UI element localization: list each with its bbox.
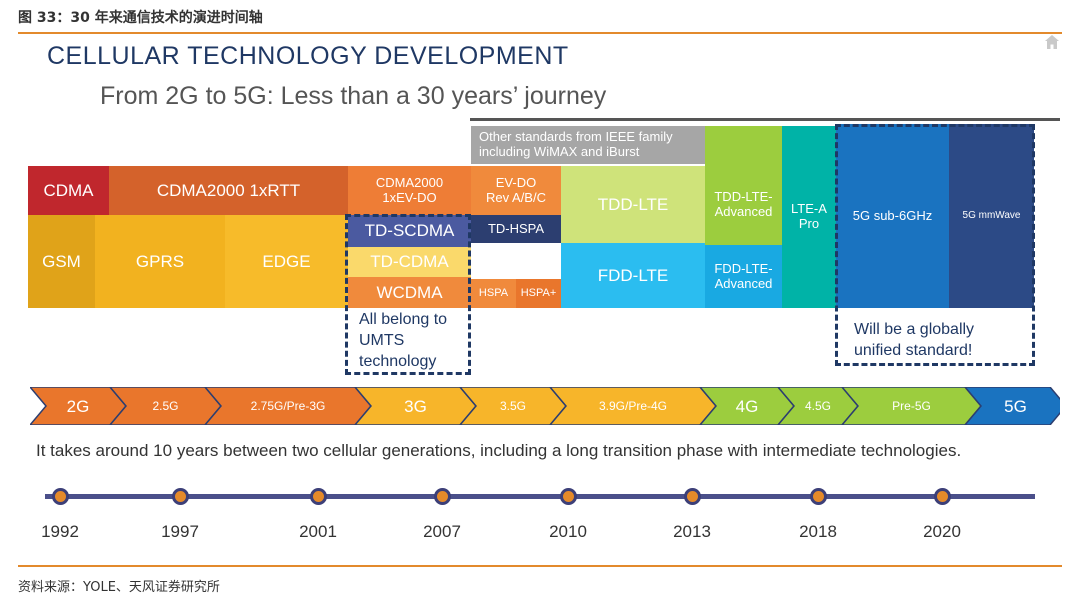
timeline-year-2010: 2010 bbox=[549, 522, 587, 541]
timeline-dot-1997 bbox=[172, 488, 189, 505]
generation-chevron-3-9g-pre-4g bbox=[549, 387, 717, 425]
5g-note: Will be a globally unified standard! bbox=[854, 321, 975, 359]
fdd-lte-block: FDD-LTE bbox=[561, 243, 705, 308]
ieee-standards-block: Other standards from IEEE family includi… bbox=[471, 126, 705, 164]
generation-chevron-3g bbox=[354, 387, 477, 425]
umts-group-outline bbox=[345, 214, 471, 375]
fdd-lte-advanced-block: FDD-LTE-Advanced bbox=[705, 245, 782, 308]
timeline-year-2001: 2001 bbox=[299, 522, 337, 541]
slide-subtitle: From 2G to 5G: Less than a 30 years’ jou… bbox=[100, 82, 607, 110]
tdd-lte-block: TDD-LTE bbox=[561, 166, 705, 243]
hspa-plus-block: HSPA+ bbox=[516, 279, 561, 308]
cdma2000-1x-block: CDMA2000 1xRTT bbox=[109, 166, 348, 215]
generation-chevron-4-5g bbox=[777, 387, 859, 425]
timeline-dot-2007 bbox=[434, 488, 451, 505]
header-line bbox=[470, 118, 1060, 121]
td-hspa-block: TD-HSPA bbox=[471, 215, 561, 243]
umts-note: All belong to UMTS technology bbox=[359, 311, 448, 370]
figure-caption: 图 33：30 年来通信技术的演进时间轴 bbox=[18, 10, 263, 26]
timeline-dot-2001 bbox=[310, 488, 327, 505]
generation-label: 3.9G/Pre-4G bbox=[599, 399, 667, 413]
timeline-year-1992: 1992 bbox=[41, 522, 79, 541]
generation-chevron-2-75g-pre-3g bbox=[204, 387, 372, 425]
slide-title: CELLULAR TECHNOLOGY DEVELOPMENT bbox=[47, 42, 569, 70]
timeline-year-2020: 2020 bbox=[923, 522, 961, 541]
generation-arrow-bar: 2G 2.5G 2.75G/Pre-3G 3G 3.5G 3.9G/Pre-4G 4G 4.5… bbox=[30, 387, 1060, 425]
generation-label: 4G bbox=[736, 397, 759, 416]
timeline-year-2007: 2007 bbox=[423, 522, 461, 541]
timeline-dot-2010 bbox=[560, 488, 577, 505]
generation-chevron-pre-5g bbox=[841, 387, 982, 425]
generation-label: 2.5G bbox=[152, 399, 178, 413]
5g-sub6-block: 5G sub-6GHz bbox=[836, 124, 949, 308]
generation-label: 5G bbox=[1004, 397, 1027, 416]
timeline-dot-1992 bbox=[52, 488, 69, 505]
edge-block: EDGE bbox=[225, 215, 348, 308]
timeline-year-2013: 2013 bbox=[673, 522, 711, 541]
timeline-dot-2013 bbox=[684, 488, 701, 505]
5g-group-outline bbox=[835, 124, 1035, 366]
wcdma-block: WCDMA bbox=[348, 277, 471, 308]
home-icon[interactable] bbox=[1044, 34, 1060, 50]
top-divider bbox=[18, 32, 1062, 34]
timeline-dot-2020 bbox=[934, 488, 951, 505]
generation-chevron-2g bbox=[30, 387, 127, 425]
5g-mmwave-block: 5G mmWave bbox=[949, 124, 1034, 308]
source-note: 资料来源：YOLE、天风证券研究所 bbox=[18, 580, 220, 595]
cdma2000-evdo-block: CDMA2000 1xEV-DO bbox=[348, 166, 471, 215]
generation-chevron-2-5g bbox=[109, 387, 222, 425]
generation-label: 3G bbox=[404, 397, 427, 416]
evdo-rev-block: EV-DO Rev A/B/C bbox=[471, 166, 561, 215]
generation-chevron-5g bbox=[964, 387, 1060, 425]
generation-label: 4.5G bbox=[805, 399, 831, 413]
bottom-divider bbox=[18, 565, 1062, 567]
timeline-year-2018: 2018 bbox=[799, 522, 837, 541]
cdma-block: CDMA bbox=[28, 166, 109, 215]
generation-caption: It takes around 10 years between two cel… bbox=[36, 441, 962, 460]
timeline-dot-2018 bbox=[810, 488, 827, 505]
tdd-lte-advanced-block: TDD-LTE-Advanced bbox=[705, 126, 782, 245]
hspa-block: HSPA bbox=[471, 279, 516, 308]
timeline-line bbox=[45, 494, 1035, 499]
generation-chevron-4g bbox=[699, 387, 795, 425]
generation-label: 2G bbox=[67, 397, 90, 416]
timeline-year-1997: 1997 bbox=[161, 522, 199, 541]
generation-chevron-3-5g bbox=[459, 387, 567, 425]
generation-label: 3.5G bbox=[500, 399, 526, 413]
generation-label: 2.75G/Pre-3G bbox=[251, 399, 326, 413]
td-cdma-block: TD-CDMA bbox=[348, 247, 471, 277]
gprs-block: GPRS bbox=[95, 215, 225, 308]
td-scdma-block: TD-SCDMA bbox=[348, 215, 471, 247]
lte-a-pro-block: LTE-A Pro bbox=[782, 126, 836, 308]
generation-label: Pre-5G bbox=[892, 399, 931, 413]
gsm-block: GSM bbox=[28, 215, 95, 308]
